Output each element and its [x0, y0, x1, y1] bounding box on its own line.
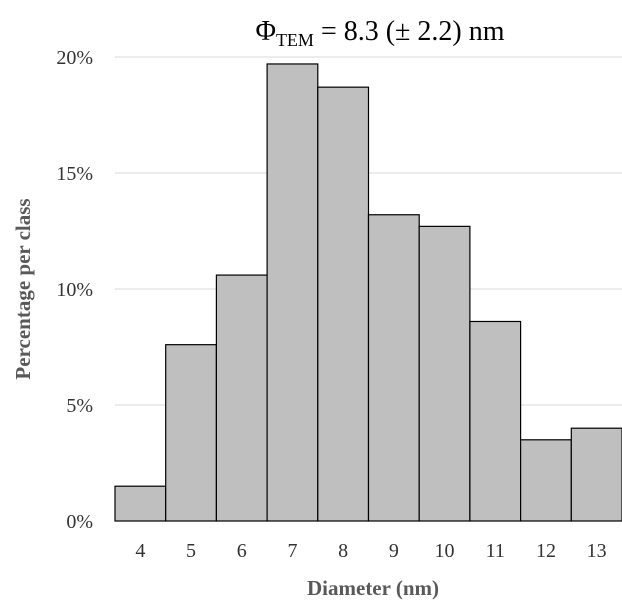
bar	[266, 63, 319, 522]
x-tick-label: 13	[587, 540, 607, 562]
x-tick-label: 5	[186, 540, 196, 562]
y-axis-title: Percentage per class	[11, 198, 35, 379]
chart-title: ΦTEM = 8.3 (± 2.2) nm	[255, 16, 504, 50]
x-axis-title: Diameter (nm)	[307, 576, 439, 600]
bar	[519, 439, 572, 522]
y-tick-label: 10%	[56, 279, 93, 301]
x-tick-label: 7	[287, 540, 297, 562]
y-axis-tick-labels: 0% 5% 10% 15% 20%	[56, 47, 93, 533]
bar	[469, 320, 522, 522]
y-tick-label: 20%	[56, 47, 93, 69]
bar	[570, 427, 622, 522]
x-tick-label: 8	[338, 540, 348, 562]
bar	[317, 86, 370, 522]
title-text: = 8.3 (± 2.2) nm	[314, 16, 505, 47]
x-tick-label: 6	[237, 540, 247, 562]
bar	[215, 274, 268, 522]
y-tick-label: 5%	[66, 395, 93, 417]
x-tick-label: 9	[389, 540, 399, 562]
y-tick-label: 0%	[66, 511, 93, 533]
x-axis-tick-labels: 4 5 6 7 8 9 10 11 12 13	[135, 540, 606, 562]
bar	[418, 225, 471, 522]
x-tick-label: 4	[135, 540, 145, 562]
bars	[114, 63, 622, 522]
bar	[114, 485, 167, 522]
y-tick-label: 15%	[56, 163, 93, 185]
bar	[165, 344, 217, 522]
title-subscript: TEM	[276, 30, 314, 50]
x-tick-label: 10	[435, 540, 455, 562]
bar	[367, 214, 420, 522]
title-symbol: Φ	[255, 16, 275, 47]
x-tick-label: 12	[536, 540, 556, 562]
x-tick-label: 11	[486, 540, 505, 562]
